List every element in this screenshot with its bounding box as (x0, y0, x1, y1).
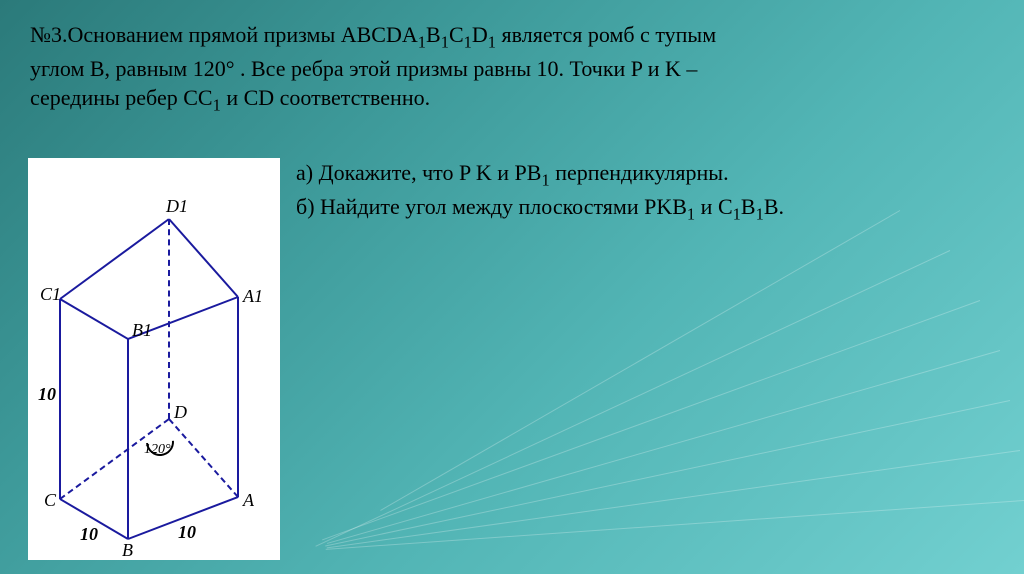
light-ray (322, 300, 980, 540)
light-ray (326, 500, 1024, 550)
prism-edge-hidden (168, 219, 170, 419)
problem-line3a: середины ребер CC (30, 85, 213, 110)
edge-length-label: 10 (178, 522, 196, 543)
edge-length-label: 10 (80, 524, 98, 545)
sub3: 1 (464, 32, 472, 51)
prism-edge (127, 339, 129, 539)
problem-statement: №3.Основанием прямой призмы ABCDA1B1C1D1… (30, 20, 994, 117)
prism-edge (237, 297, 239, 497)
problem-line1d: D (472, 22, 488, 47)
tsub3: 1 (733, 204, 741, 223)
problem-line1a: Основанием прямой призмы ABCDA (68, 22, 418, 47)
prism-edge (59, 298, 128, 340)
vertex-label-D: D (174, 402, 187, 423)
vertex-label-B: B (122, 540, 133, 561)
problem-line3b: и CD соответственно. (221, 85, 430, 110)
task-b: б) Найдите угол между плоскостями PKB (296, 194, 687, 219)
prism-edge (59, 299, 61, 499)
vertex-label-A1: A1 (243, 286, 263, 307)
tasks-block: а) Докажите, что P K и PB1 перпендикуляр… (296, 158, 784, 225)
vertex-label-B1: B1 (132, 320, 152, 341)
problem-line2: углом B, равным 120° . Все ребра этой пр… (30, 56, 697, 81)
vertex-label-C: C (44, 490, 56, 511)
vertex-label-A: A (243, 490, 254, 511)
angle-value: 120° (144, 442, 171, 458)
prism-diagram: B C A D B1 C1 A1 D1 10 10 10 120° (28, 158, 280, 560)
tsub1: 1 (541, 170, 549, 189)
sub4: 1 (488, 32, 496, 51)
task-b3: B (741, 194, 756, 219)
task-b4: B. (764, 194, 784, 219)
tsub2: 1 (687, 204, 695, 223)
task-a2: перпендикулярны. (550, 160, 729, 185)
problem-line1b: B (426, 22, 441, 47)
task-a: а) Докажите, что P K и PB (296, 160, 541, 185)
prism-edge-hidden (168, 418, 238, 497)
sub1: 1 (418, 32, 426, 51)
sub5: 1 (213, 96, 221, 115)
sub2: 1 (441, 32, 449, 51)
problem-line1c: C (449, 22, 464, 47)
prism-edge (168, 218, 238, 297)
tsub4: 1 (756, 204, 764, 223)
task-b2: и C (695, 194, 732, 219)
light-ray (315, 250, 950, 547)
vertex-label-D1: D1 (166, 196, 188, 217)
problem-number: №3. (30, 22, 68, 47)
problem-line1e: является ромб с тупым (496, 22, 716, 47)
light-ray (327, 350, 1000, 544)
vertex-label-C1: C1 (40, 284, 61, 305)
prism-edge (59, 218, 169, 300)
light-ray (380, 210, 900, 511)
edge-length-label: 10 (38, 384, 56, 405)
